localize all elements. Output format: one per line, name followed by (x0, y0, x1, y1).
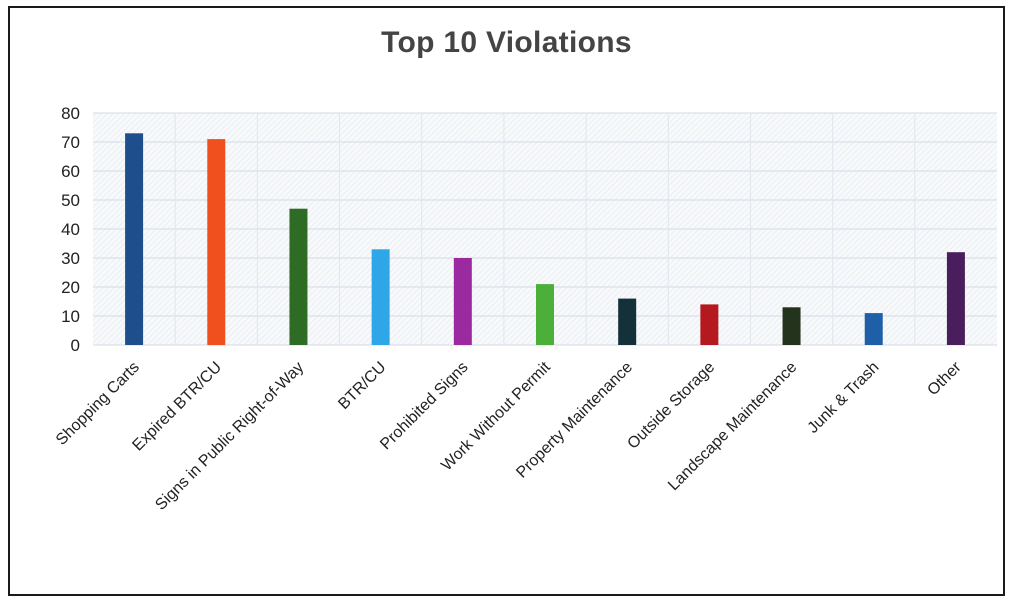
bar (864, 313, 883, 345)
bar (618, 298, 637, 345)
category-label: Other (924, 358, 965, 399)
bar (782, 307, 801, 345)
bar (536, 284, 554, 345)
chart-title: Top 10 Violations (381, 26, 632, 59)
category-label: BTR/CU (335, 359, 389, 413)
category-label: Outside Storage (624, 359, 718, 453)
bar (453, 258, 472, 345)
category-label: Prohibited Signs (377, 359, 471, 453)
bar (125, 133, 144, 345)
category-label: Junk & Trash (805, 359, 883, 437)
y-tick-label: 30 (61, 249, 80, 268)
bar (207, 139, 226, 345)
y-tick-label: 60 (61, 162, 80, 181)
y-tick-label: 70 (61, 133, 80, 152)
category-label: Signs in Public Right-of-Way (152, 359, 307, 514)
y-tick-label: 40 (61, 220, 80, 239)
bar (700, 304, 719, 345)
bar (371, 249, 390, 345)
y-tick-label: 0 (71, 336, 80, 355)
y-tick-label: 20 (61, 278, 80, 297)
y-tick-label: 50 (61, 191, 80, 210)
bar (946, 252, 965, 345)
bar (289, 208, 308, 345)
category-label: Expired BTR/CU (129, 359, 225, 455)
category-label: Shopping Carts (53, 359, 143, 449)
y-tick-label: 10 (61, 307, 80, 326)
y-tick-label: 80 (61, 104, 80, 123)
